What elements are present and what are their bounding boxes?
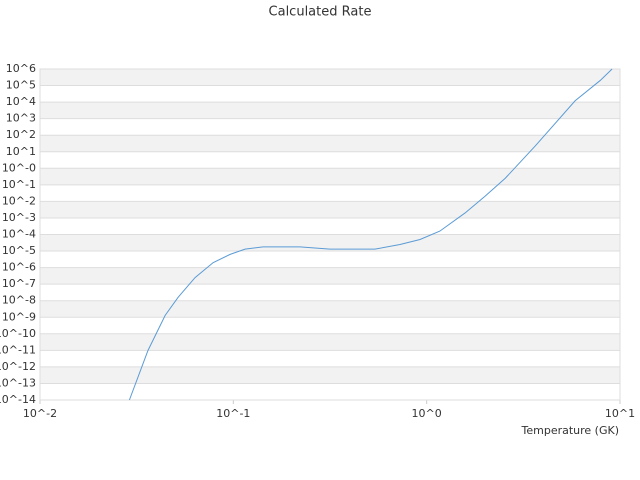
x-tick-label: 10^1: [605, 407, 635, 420]
plot-border: [39, 68, 621, 401]
y-tick-label: 10^1: [6, 145, 36, 158]
x-tick-label: 10^0: [412, 407, 442, 420]
y-tick-label: 10^-4: [2, 228, 36, 241]
grid-band: [40, 300, 620, 318]
y-tick-label: 10^-6: [2, 261, 36, 274]
grid-band: [40, 201, 620, 218]
grid-band: [40, 333, 620, 351]
grid-band: [40, 102, 620, 119]
y-tick-label: 10^3: [6, 112, 36, 125]
y-tick-label: 10^6: [6, 62, 36, 75]
x-tick-label: 10^-1: [216, 407, 250, 420]
grid-band: [40, 135, 620, 152]
y-tick-label: 10^-1: [2, 178, 36, 191]
y-tick-label: 10^-5: [2, 244, 36, 257]
y-tick-label: 10^-8: [2, 294, 36, 307]
grid-band: [40, 267, 620, 285]
y-tick-label: 10^5: [6, 79, 36, 92]
y-tick-label: 10^-12: [0, 360, 36, 373]
grid-band: [40, 366, 620, 384]
y-tick-label: 10^2: [6, 128, 36, 141]
y-tick-label: 10^-13: [0, 376, 36, 389]
y-tick-label: 10^-14: [0, 393, 36, 406]
y-tick-label: 10^-3: [2, 211, 36, 224]
y-tick-label: 10^-2: [2, 194, 36, 207]
y-tick-label: 10^-0: [2, 161, 36, 174]
y-tick-label: 10^-9: [2, 310, 36, 323]
x-axis-label: Temperature (GK): [521, 424, 620, 437]
y-tick-label: 10^-7: [2, 277, 36, 290]
grid-band: [40, 69, 620, 86]
y-tick-label: 10^-11: [0, 343, 36, 356]
y-tick-label: 10^-10: [0, 327, 36, 340]
y-tick-label: 10^4: [6, 95, 36, 108]
line-series: [128, 68, 613, 401]
grid-band: [40, 168, 620, 185]
chart-title: Calculated Rate: [269, 5, 372, 20]
grid-band: [40, 234, 620, 252]
x-tick-label: 10^-2: [23, 407, 57, 420]
